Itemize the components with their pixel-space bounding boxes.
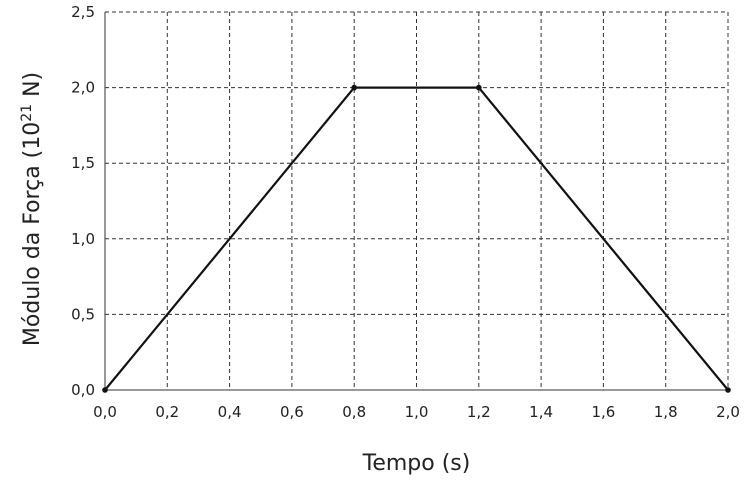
series-layer xyxy=(102,84,731,393)
x-tick-label: 1,8 xyxy=(654,403,678,421)
x-tick-label: 0,0 xyxy=(93,403,117,421)
x-tick-label: 0,4 xyxy=(218,403,242,421)
y-tick-label: 0,0 xyxy=(71,381,95,399)
y-tick-label: 1,5 xyxy=(71,154,95,172)
x-tick-label: 2,0 xyxy=(716,403,740,421)
x-tick-label: 1,2 xyxy=(467,403,491,421)
x-tick-labels: 0,0 0,2 0,4 0,6 0,8 1,0 1,2 1,4 1,6 1,8 2,0 xyxy=(93,403,740,421)
x-tick-label: 1,0 xyxy=(405,403,429,421)
series-line xyxy=(104,86,729,391)
y-axis-title-exponent: 21 xyxy=(19,104,35,122)
plot-frame xyxy=(104,11,729,391)
y-tick-label: 2,0 xyxy=(71,79,95,97)
x-tick-label: 0,2 xyxy=(155,403,179,421)
data-point xyxy=(725,387,731,393)
y-tick-labels: 0,0 0,5 1,0 1,5 2,0 2,5 xyxy=(71,3,95,399)
data-point xyxy=(102,387,108,393)
data-point xyxy=(476,84,482,91)
y-axis-title-base: Módulo da Força (10 xyxy=(20,122,45,346)
y-axis-title: Módulo da Força (1021 N) xyxy=(19,72,45,346)
y-tick-label: 0,5 xyxy=(71,305,95,323)
y-tick-label: 1,0 xyxy=(71,230,95,248)
y-axis-title-suffix: N) xyxy=(20,72,45,104)
y-tick-label: 2,5 xyxy=(71,3,95,21)
data-point xyxy=(351,84,358,91)
x-tick-label: 0,6 xyxy=(280,403,304,421)
x-tick-label: 1,4 xyxy=(529,403,553,421)
x-tick-label: 1,6 xyxy=(591,403,615,421)
grid xyxy=(104,11,729,391)
x-tick-label: 0,8 xyxy=(342,403,366,421)
x-axis-title: Tempo (s) xyxy=(362,451,471,476)
